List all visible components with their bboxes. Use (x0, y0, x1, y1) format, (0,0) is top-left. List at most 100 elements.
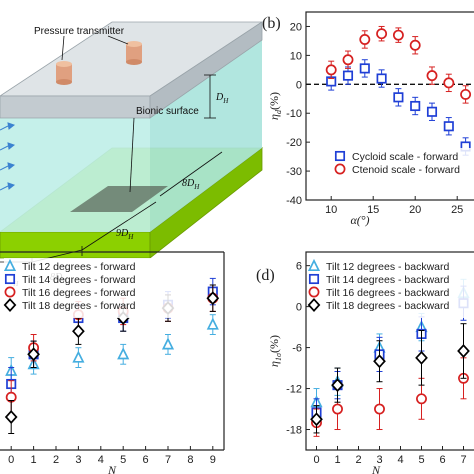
x-tick-label: 15 (367, 204, 379, 216)
data-point (325, 64, 337, 76)
series-circle (325, 25, 472, 104)
x-tick-label: 0 (313, 454, 319, 466)
y-axis-label: ηd(%) (267, 92, 283, 120)
x-tick-label: 2 (53, 454, 59, 466)
data-point (392, 29, 404, 41)
x-tick-label: 6 (143, 454, 149, 466)
x-tick-label: 0 (8, 454, 14, 466)
channel-diagram: Pressure transmitter Bionic surface DH D… (0, 21, 264, 288)
data-point (374, 403, 385, 415)
glass-side (149, 21, 263, 119)
x-tick-label: 20 (409, 204, 421, 216)
data-point (117, 347, 130, 360)
plot-area (306, 25, 474, 156)
green-base-side (149, 147, 263, 259)
x-tick-label: 1 (31, 454, 37, 466)
legend-label: Tilt 14 degrees - backward (326, 274, 449, 286)
legend-label: Tilt 16 degrees - backward (326, 287, 449, 299)
x-tick-label: 2 (355, 454, 361, 466)
x-tick-label: 7 (165, 454, 171, 466)
data-point (410, 100, 421, 112)
dim-label-4: 8DH (182, 178, 200, 191)
data-point (443, 77, 455, 89)
data-point (416, 393, 427, 405)
y-axis-label: η1σ(%) (267, 335, 283, 367)
dim-label-3: 9DH (116, 228, 134, 241)
data-point (72, 350, 85, 363)
legend-label: Tilt 12 degrees - backward (326, 261, 449, 273)
legend-marker (3, 258, 17, 272)
x-tick-label: 9 (210, 454, 216, 466)
panel-label: (b) (262, 15, 281, 32)
water-side (150, 40, 262, 232)
y-tick-label: -6 (292, 343, 302, 355)
legend-marker (4, 273, 16, 285)
legend-label: Tilt 12 degrees - forward (22, 261, 136, 273)
x-axis-label: N (371, 463, 381, 474)
data-point (376, 28, 388, 40)
y-tick-label: -20 (286, 137, 302, 149)
data-point (409, 39, 421, 51)
legend-label: Ctenoid scale - forward (352, 164, 460, 176)
legend-label: Tilt 18 degrees - forward (22, 300, 136, 312)
plot-frame (305, 251, 474, 451)
x-tick-label: 10 (325, 204, 337, 216)
dh-label: DH (215, 92, 229, 105)
x-tick-label: 6 (439, 454, 445, 466)
x-tick-label: 5 (418, 454, 424, 466)
data-point (393, 92, 404, 103)
data-point (310, 412, 323, 427)
y-tick-label: -18 (286, 425, 302, 437)
x-tick-label: 1 (334, 454, 340, 466)
data-point (332, 403, 343, 415)
y-tick-label: 0 (296, 79, 302, 91)
data-point (331, 378, 344, 393)
legend-marker (3, 298, 17, 312)
data-point (376, 73, 387, 84)
y-tick-label: 6 (296, 261, 302, 273)
legend-marker (308, 286, 320, 298)
pressure-transmitter-1 (56, 61, 72, 85)
x-tick-label: 25 (451, 204, 463, 216)
y-tick-label: 20 (290, 21, 302, 33)
series-diamond (310, 323, 470, 434)
data-point (4, 410, 18, 424)
x-tick-label: 7 (460, 454, 466, 466)
data-point (373, 354, 386, 369)
pointer-line-1 (61, 35, 65, 61)
legend-marker (4, 286, 16, 298)
y-tick-label: 0 (296, 302, 302, 314)
legend-marker (334, 163, 346, 175)
data-point (27, 347, 40, 362)
plot-area (310, 278, 470, 437)
legend-marker (307, 258, 321, 272)
legend-marker (308, 273, 320, 285)
data-point (206, 291, 220, 306)
y-tick-label: 10 (290, 50, 302, 62)
water-front (0, 118, 150, 232)
x-tick-label: 5 (120, 454, 126, 466)
pointer-line-bionic (129, 117, 135, 193)
legend-label: Tilt 14 degrees - forward (22, 274, 136, 286)
chart-panel-b: 10 15 20 25 -40 -30 -20 -10 0 10 20 α(°) ηd(%) (b) Cyc… (262, 11, 474, 227)
x-tick-label: 4 (98, 454, 104, 466)
legend-label: Tilt 18 degrees - backward (326, 300, 449, 312)
data-point (206, 317, 219, 330)
x-tick-label: 4 (397, 454, 403, 466)
plot-frame (305, 11, 474, 201)
data-point (457, 344, 470, 358)
data-point (161, 337, 175, 350)
data-point (72, 324, 85, 339)
y-tick-label: -40 (286, 195, 302, 207)
pressure-transmitter-label: Pressure transmitter (34, 26, 125, 37)
x-tick-label: 8 (187, 454, 193, 466)
flow-arrows (0, 122, 16, 191)
data-point (342, 54, 354, 66)
x-tick-label: 3 (75, 454, 81, 466)
y-tick-label: -12 (286, 384, 302, 396)
